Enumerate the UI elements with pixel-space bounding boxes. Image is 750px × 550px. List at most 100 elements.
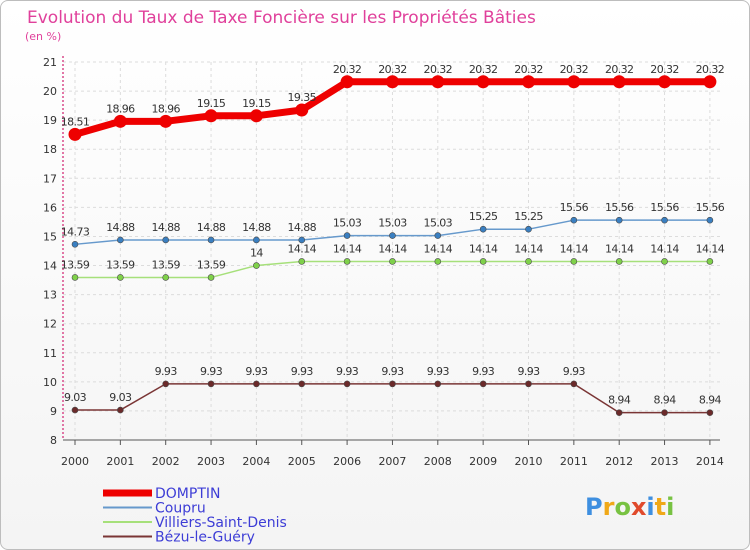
data-point [207, 274, 215, 281]
data-label: 9.93 [155, 365, 178, 378]
series-villiers-saint-denis [71, 258, 714, 281]
data-label: 14.73 [61, 225, 90, 238]
data-label: 13.59 [61, 258, 90, 271]
x-tick-label: 2002 [152, 455, 180, 468]
data-label: 14.14 [560, 242, 589, 255]
x-tick-label: 2010 [515, 455, 543, 468]
data-label: 14.88 [106, 221, 135, 234]
chart-title: Evolution du Taux de Taxe Foncière sur l… [27, 8, 536, 28]
data-point [343, 380, 351, 388]
data-point [204, 109, 218, 123]
data-point [162, 274, 169, 281]
proxiti-wordmark: Proxiti [585, 493, 674, 521]
data-point [658, 75, 672, 89]
data-label: 9.93 [200, 365, 223, 378]
data-label: 18.51 [61, 115, 90, 128]
data-point [479, 258, 487, 265]
data-label: 8.94 [608, 394, 631, 407]
x-tick-label: 2001 [106, 455, 134, 468]
data-point [298, 258, 306, 265]
y-tick-label: 10 [43, 376, 57, 389]
logo-letter: x [631, 493, 647, 521]
data-label: 20.32 [560, 63, 589, 76]
data-point [389, 232, 396, 239]
data-point [207, 236, 215, 244]
data-point [476, 75, 490, 89]
x-tick-label: 2013 [651, 455, 679, 468]
data-point [661, 216, 668, 224]
x-tick-label: 2006 [333, 455, 361, 468]
data-label: 20.32 [650, 63, 679, 76]
data-label: 18.96 [106, 102, 135, 115]
data-label: 14 [250, 247, 263, 260]
data-label: 20.32 [469, 63, 498, 76]
y-tick-label: 14 [43, 260, 57, 273]
logo-letter: i [666, 493, 674, 521]
legend: DOMPTINCoupruVilliers-Saint-DenisBézu-le… [103, 486, 287, 546]
data-label: 15.03 [424, 217, 453, 230]
x-tick-label: 2009 [469, 455, 497, 468]
data-point [343, 258, 351, 265]
legend-item-label: Villiers-Saint-Denis [155, 515, 287, 531]
data-point [113, 114, 127, 128]
data-point [567, 75, 581, 89]
y-tick-label: 13 [43, 289, 57, 302]
data-point [703, 75, 717, 89]
data-point [343, 232, 351, 239]
data-label: 14.14 [378, 242, 407, 255]
y-tick-label: 19 [43, 114, 57, 127]
legend-item-label: Coupru [155, 501, 206, 517]
y-axis-unit-label: (en %) [25, 30, 61, 43]
data-point [298, 236, 306, 244]
data-label: 14.14 [605, 242, 634, 255]
y-tick-label: 11 [43, 347, 57, 360]
data-label: 14.14 [514, 242, 543, 255]
data-point [706, 258, 714, 265]
data-label: 8.94 [699, 394, 722, 407]
data-label: 15.25 [469, 210, 498, 223]
data-label: 9.93 [245, 365, 268, 378]
data-point [615, 258, 623, 265]
data-label: 8.94 [654, 394, 677, 407]
data-label: 15.56 [605, 201, 634, 214]
data-point [615, 216, 623, 224]
data-point [71, 406, 79, 414]
data-label: 20.32 [378, 63, 407, 76]
axes: 8 9 10 11 12 13 14 15 16 17 18 19 20 21 2000 2001 2002 20… [43, 56, 724, 468]
data-point [253, 380, 260, 388]
data-point [570, 380, 578, 388]
data-label: 14.14 [696, 242, 725, 255]
x-tick-label: 2011 [560, 455, 588, 468]
data-label: 15.03 [378, 217, 407, 230]
legend-item-label: DOMPTIN [155, 486, 220, 502]
data-point [570, 216, 578, 224]
series-domptin [68, 75, 717, 141]
data-label: 18.96 [151, 102, 180, 115]
logo-letter: o [614, 493, 631, 521]
data-label: 9.93 [563, 365, 586, 378]
data-point [389, 380, 396, 388]
data-point [479, 225, 487, 233]
data-point [706, 216, 714, 224]
data-label: 15.56 [560, 201, 589, 214]
data-point [479, 380, 487, 388]
data-point [522, 75, 535, 89]
logo-letter: i [646, 493, 654, 521]
x-tick-label: 2008 [424, 455, 452, 468]
y-tick-label: 12 [43, 318, 57, 331]
data-point [431, 75, 445, 89]
x-tick-label: 2003 [197, 455, 225, 468]
y-tick-label: 8 [50, 434, 57, 447]
data-point [661, 409, 668, 416]
logo-letter: t [655, 493, 666, 521]
legend-item-label: Bézu-le-Guéry [155, 530, 255, 546]
data-point [706, 409, 714, 416]
data-label: 9.93 [291, 365, 314, 378]
logo-letter: r [603, 493, 615, 521]
x-tick-label: 2014 [696, 455, 724, 468]
data-label: 9.93 [381, 365, 404, 378]
y-tick-label: 21 [43, 56, 57, 69]
data-label: 9.93 [472, 365, 495, 378]
